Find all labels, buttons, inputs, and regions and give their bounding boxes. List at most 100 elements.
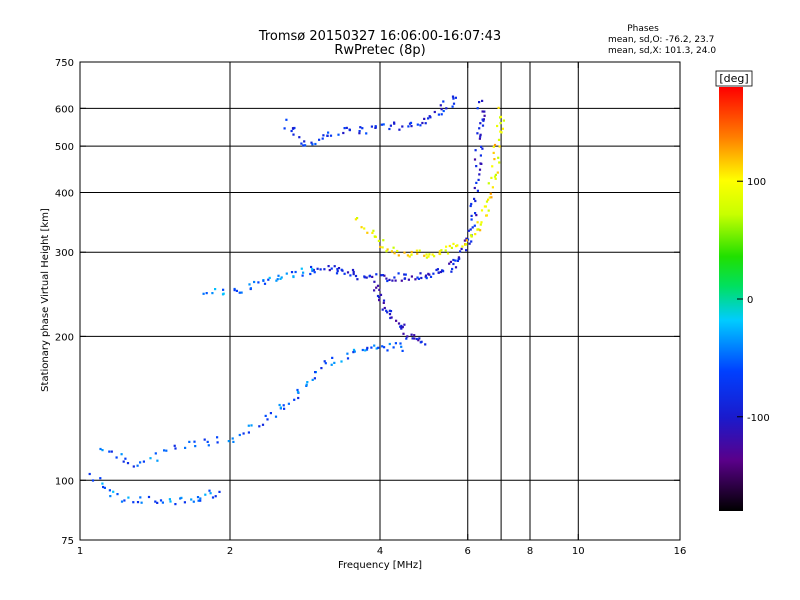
data-point	[427, 255, 430, 258]
data-point	[388, 278, 391, 281]
data-point	[343, 127, 346, 130]
data-point	[483, 110, 486, 113]
data-point	[227, 440, 230, 443]
data-point	[280, 276, 283, 279]
data-point	[375, 273, 378, 276]
data-point	[110, 450, 113, 453]
data-point	[392, 246, 395, 249]
data-point	[478, 101, 481, 104]
data-point	[389, 124, 392, 127]
data-point	[127, 496, 130, 499]
data-point	[452, 262, 455, 266]
data-point	[497, 156, 500, 159]
data-point	[454, 96, 457, 99]
data-point	[365, 132, 368, 135]
data-point	[499, 115, 502, 118]
data-point	[408, 255, 411, 258]
data-point	[136, 501, 140, 504]
data-point	[383, 346, 386, 349]
data-point	[410, 275, 413, 278]
data-point	[196, 496, 200, 499]
data-point	[199, 499, 202, 502]
y-tick-label: 500	[55, 142, 74, 153]
data-point	[452, 242, 455, 245]
data-point	[494, 173, 497, 176]
data-point	[431, 253, 434, 256]
data-point	[393, 121, 396, 124]
data-point	[476, 189, 479, 192]
data-point	[361, 348, 364, 352]
data-point	[419, 341, 422, 344]
data-point	[197, 499, 200, 502]
data-point	[238, 291, 241, 294]
data-point	[498, 145, 501, 148]
colorbar-tick-label: -100	[747, 413, 770, 424]
data-point	[382, 299, 386, 302]
data-point	[425, 256, 428, 259]
data-point	[268, 276, 271, 279]
data-point	[360, 226, 363, 229]
data-point	[216, 441, 219, 444]
axis-ticks	[79, 61, 681, 541]
data-point	[326, 134, 329, 137]
data-point	[465, 243, 468, 246]
data-point	[483, 114, 486, 117]
data-point	[425, 253, 428, 256]
data-point	[330, 267, 333, 270]
data-point	[363, 227, 366, 230]
data-point	[366, 231, 369, 234]
data-point	[257, 281, 260, 284]
data-point	[428, 273, 431, 276]
data-point	[352, 351, 355, 354]
data-point	[424, 275, 427, 278]
x-axis-label: Frequency [MHz]	[338, 560, 422, 571]
data-point	[501, 127, 504, 130]
data-point	[154, 500, 157, 503]
data-point	[465, 237, 468, 240]
data-point	[485, 214, 488, 217]
data-point	[365, 276, 368, 279]
data-point	[352, 348, 356, 351]
data-point	[420, 276, 423, 280]
data-point	[397, 254, 400, 257]
data-point	[193, 440, 196, 443]
data-point	[304, 144, 307, 147]
data-point	[279, 277, 282, 280]
data-point	[253, 280, 256, 284]
x-tick-label: 2	[227, 546, 233, 557]
data-point	[418, 249, 421, 252]
data-point	[446, 252, 450, 255]
data-point	[389, 316, 392, 320]
y-gridlines	[80, 107, 680, 481]
data-point	[91, 479, 95, 482]
data-point	[418, 337, 421, 340]
data-point	[202, 292, 205, 295]
data-point	[378, 299, 381, 302]
data-point	[120, 500, 124, 503]
y-tick-label: 75	[61, 536, 74, 547]
data-point	[120, 453, 123, 456]
data-point	[266, 418, 269, 421]
data-point	[436, 268, 439, 271]
data-point	[322, 134, 325, 137]
data-point	[480, 209, 484, 212]
data-point	[469, 228, 472, 231]
data-point	[163, 449, 166, 452]
data-point	[452, 258, 455, 262]
data-point	[494, 177, 497, 180]
data-point	[388, 342, 391, 346]
data-point	[310, 141, 313, 144]
data-point	[103, 486, 106, 489]
data-point	[348, 129, 351, 132]
data-point	[381, 274, 384, 277]
data-point	[290, 129, 293, 133]
data-point	[401, 349, 404, 352]
data-point	[391, 279, 394, 282]
data-point	[468, 242, 471, 245]
data-point	[442, 270, 445, 273]
data-point	[222, 292, 225, 295]
data-point	[298, 136, 301, 139]
data-point	[342, 131, 345, 135]
data-point	[165, 449, 168, 452]
data-point	[492, 145, 495, 148]
